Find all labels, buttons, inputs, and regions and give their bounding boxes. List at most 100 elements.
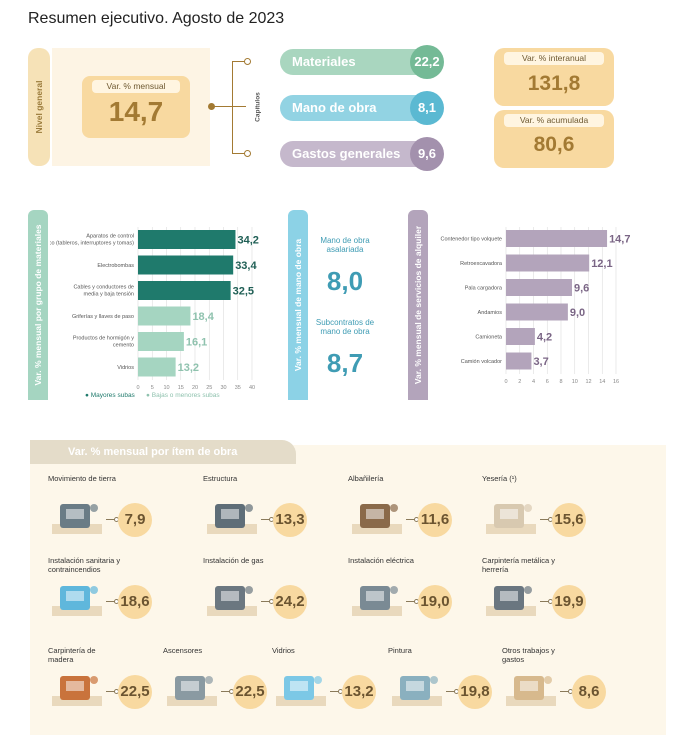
legend-mayores-label: Mayores subas — [90, 392, 135, 399]
concrete-form-icon — [203, 494, 261, 540]
drill-press-icon — [482, 576, 540, 622]
item-value: 24,2 — [273, 585, 307, 619]
item-label: Otros trabajos y gastos — [502, 646, 555, 664]
tick-label: 6 — [546, 379, 549, 385]
category-label: Retroexcavadora — [460, 261, 503, 267]
capitulo-pill-gastos-generales: Gastos generales — [280, 141, 430, 167]
alquiler-band: Var. % mensual de servicios de alquiler — [408, 210, 428, 400]
items-header-title: Var. % mensual por ítem de obra — [68, 446, 238, 458]
item-label: Carpintería de madera — [48, 646, 96, 664]
capitulo-pill-materiales: Materiales — [280, 49, 430, 75]
tick-label: 10 — [163, 385, 169, 391]
tick-label: 20 — [192, 385, 198, 391]
value-label: 14,7 — [609, 234, 630, 246]
item-label: Vidrios — [272, 646, 295, 655]
bar — [506, 352, 532, 370]
connector-branch — [232, 153, 246, 154]
legend-bajas: ● Bajas o menores subas — [146, 392, 220, 399]
item-connector — [540, 519, 552, 520]
saw-wood-icon — [48, 666, 106, 712]
value-label: 13,2 — [178, 362, 199, 374]
mensual-label: Var. % mensual — [92, 80, 180, 93]
items-header — [30, 440, 296, 464]
scaffold-icon — [502, 666, 560, 712]
pipes-icon — [48, 576, 106, 622]
page-title: Resumen ejecutivo. Agosto de 2023 — [28, 10, 285, 27]
bar — [506, 230, 608, 247]
item-connector — [221, 691, 233, 692]
item-value: 8,6 — [572, 675, 606, 709]
item-connector — [106, 519, 118, 520]
connector-end — [244, 58, 251, 65]
tick-label: 15 — [178, 385, 184, 391]
wheelbarrow-icon — [48, 494, 106, 540]
capitulo-label: Mano de obra — [292, 100, 377, 115]
alquiler-side-label: Var. % mensual de servicios de alquiler — [413, 225, 423, 385]
category-label: Productos de hormigón y cemento — [73, 336, 134, 349]
alquiler-bar-chart: 0 2 4 6 8 10 12 14 16 14,7 Contenedor tipo volquet… — [441, 227, 630, 385]
capitulo-label: Materiales — [292, 54, 356, 69]
item-value: 13,2 — [342, 675, 376, 709]
item-label: Instalación eléctrica — [348, 556, 414, 565]
nivel-general-band: Nivel general — [28, 48, 50, 166]
category-label: Cables y conductores de media y baja tens… — [73, 285, 134, 298]
bar — [138, 255, 234, 275]
tick-label: 25 — [206, 385, 212, 391]
materiales-side-label: Var. % mensual por grupo de materiales — [33, 224, 43, 386]
category-label: Pala cargadora — [465, 286, 503, 292]
tick-label: 12 — [585, 379, 591, 385]
bar — [506, 254, 590, 272]
nivel-general-label: Nivel general — [34, 80, 44, 134]
item-value: 19,8 — [458, 675, 492, 709]
item-label: Movimiento de tierra — [48, 474, 116, 483]
mano-obra-side-label: Var. % mensual de mano de obra — [293, 238, 303, 372]
connector-branch — [232, 106, 246, 107]
item-connector — [106, 601, 118, 602]
acumulada-value: 80,6 — [533, 133, 575, 156]
item-connector — [330, 691, 342, 692]
connector-dot — [208, 103, 215, 110]
category-label: Vidrios — [117, 365, 134, 371]
bar — [138, 230, 236, 249]
item-value: 11,6 — [418, 503, 452, 537]
category-label: Camión volcador — [461, 359, 502, 365]
tick-label: 0 — [136, 385, 139, 391]
value-label: 33,4 — [235, 260, 257, 272]
capitulo-pill-mano-de-obra: Mano de obra — [280, 95, 430, 121]
tick-label: 0 — [504, 379, 507, 385]
value-label: 12,1 — [591, 258, 612, 270]
value-label: 18,4 — [192, 311, 214, 323]
item-label: Albañilería — [348, 474, 384, 483]
tick-label: 30 — [220, 385, 226, 391]
paint-bucket-icon — [388, 666, 446, 712]
item-label: Estructura — [203, 474, 238, 483]
category-label: Aparatos de controleléctrico (tableros, … — [50, 234, 134, 247]
item-connector — [106, 691, 118, 692]
tick-label: 35 — [235, 385, 241, 391]
bar — [138, 281, 231, 300]
item-label: Yesería (¹) — [482, 474, 517, 483]
category-label: Andamios — [478, 310, 503, 316]
tick-label: 2 — [518, 379, 521, 385]
capitulos-label-wrap: Capítulos — [248, 92, 268, 122]
subcontratos-label: Subcontratos de mano de obra — [315, 318, 375, 336]
category-label: Contenedor tipo volquete — [441, 237, 502, 243]
item-value: 18,6 — [118, 585, 152, 619]
value-label: 9,0 — [570, 307, 585, 319]
item-connector — [446, 691, 458, 692]
value-label: 9,6 — [574, 283, 589, 295]
item-label: Carpintería metálica y herrería — [482, 556, 555, 574]
bar — [506, 328, 535, 345]
capitulo-label: Gastos generales — [292, 146, 401, 161]
mano-obra-asalariada-value: 8,0 — [326, 266, 364, 296]
elevator-icon — [163, 666, 221, 712]
tick-label: 10 — [572, 379, 578, 385]
connector-branch — [232, 61, 246, 62]
category-label: Griferías y llaves de paso — [72, 314, 134, 320]
item-connector — [406, 519, 418, 520]
trowel-bricks-icon — [348, 494, 406, 540]
materiales-bar-chart: 0 5 10 15 20 25 30 35 40 34,2 Aparatos de controle… — [50, 227, 259, 391]
item-label: Instalación de gas — [203, 556, 264, 565]
tick-label: 40 — [249, 385, 255, 391]
value-label: 32,5 — [233, 286, 254, 298]
